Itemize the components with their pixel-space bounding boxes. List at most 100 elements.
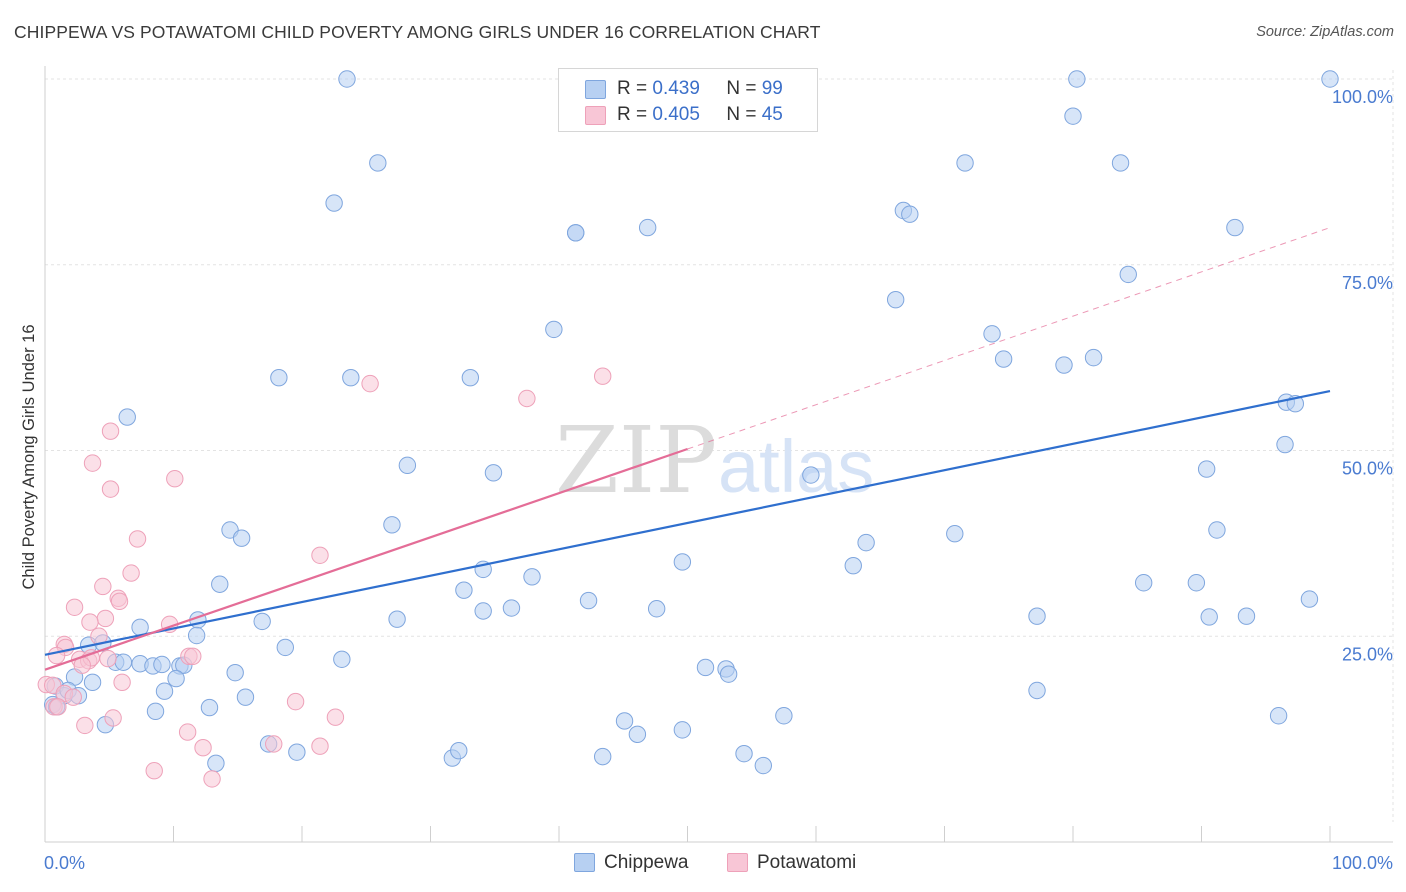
potawatomi-point [122,564,140,582]
potawatomi-point [128,530,147,548]
chippewa-point [187,626,206,645]
chippewa-point [388,610,406,628]
chippewa-point [545,320,563,339]
chippewa-point [83,673,102,692]
chippewa-point [647,600,666,618]
chippewa-point [1064,107,1082,125]
legend-r-value: 0.405 [652,104,700,125]
chippewa-point [236,688,255,706]
chippewa-point [253,612,271,631]
chippewa-point [696,658,715,677]
chippewa-point [579,591,598,610]
potawatomi-legend-label: Potawatomi [757,852,857,873]
potawatomi-point [49,698,67,716]
chippewa-point [628,725,647,744]
chippewa-point [474,602,492,620]
potawatomi-point [101,480,120,498]
legend-n-label: N = [726,78,757,99]
trend-lines [44,227,1331,671]
chippewa-point [1226,218,1244,237]
chippewa-point [1028,607,1046,625]
chippewa-point [946,525,964,543]
potawatomi-point [326,708,345,726]
chippewa-point [901,205,919,223]
chippewa-point [226,663,244,682]
potawatomi-point [361,374,379,393]
chippewa-point [775,707,793,725]
chippewa-point [1300,590,1319,608]
chart-title: CHIPPEWA VS POTAWATOMI CHILD POVERTY AMO… [14,22,821,42]
potawatomi-point [96,609,115,628]
potawatomi-points [37,367,612,788]
chippewa-point [886,290,905,309]
potawatomi-point [166,470,184,488]
potawatomi-point [194,739,212,757]
potawatomi-point [101,422,120,440]
chippewa-point [638,218,657,237]
chippewa-point [338,70,356,88]
potawatomi-point [64,688,82,706]
chippewa-point [567,224,585,242]
chippewa-point [1269,707,1288,725]
legend-n-value: 45 [761,104,783,125]
chippewa-point [1237,607,1256,625]
potawatomi-point [83,454,102,472]
chippewa-point [1055,356,1073,374]
chippewa-point [333,650,351,668]
potawatomi-point [265,735,283,753]
chippewa-point [450,741,468,760]
y-axis-tick-labels: 25.0% 50.0% 75.0% 100.0% [1332,87,1393,664]
chippewa-point [155,682,174,700]
chippewa-point [398,456,417,475]
potawatomi-point [104,709,122,727]
chippewa-point [1187,574,1206,592]
chippewa-point [342,368,360,387]
chippewa-point [523,568,541,586]
potawatomi-point [311,546,329,564]
potawatomi-point [81,613,99,631]
chippewa-point [1111,154,1130,172]
potawatomi-point [593,367,612,385]
chippewa-point [153,655,171,674]
potawatomi-point [113,673,131,692]
chippewa-point [114,653,133,671]
chippewa-point [276,638,294,657]
chippewa-point [118,408,136,426]
chippewa-point [200,698,219,717]
chippewa-point [207,754,225,773]
potawatomi-point [99,649,117,668]
chippewa-point [1200,608,1218,626]
chippewa-point [1134,574,1153,592]
chippewa-trend-line [44,389,1331,656]
chippewa-point [288,743,306,761]
potawatomi-point [47,646,66,665]
potawatomi-trend-line [44,447,688,671]
legend-r-value: 0.439 [652,78,700,99]
chippewa-point [383,516,401,534]
potawatomi-point [76,716,94,735]
y-tick-label: 25.0% [1342,644,1393,664]
watermark-atlas: atlas [718,425,874,508]
chippewa-point [754,756,773,775]
chippewa-point [167,669,185,688]
potawatomi-point [286,692,305,711]
chippewa-point [802,466,820,484]
x-tick-label-min: 0.0% [44,853,85,873]
chippewa-point [1276,435,1294,454]
chippewa-point [673,553,692,571]
potawatomi-point [94,577,112,596]
chippewa-point [1197,460,1216,478]
chippewa-point [146,702,165,720]
chippewa-point [1208,521,1226,539]
chippewa-point [615,712,634,730]
legend-n-label: N = [726,104,757,125]
source-credit: Source: ZipAtlas.com [1256,24,1394,40]
chippewa-point [983,325,1001,343]
chippewa-point [719,665,738,683]
chippewa-point [956,154,974,172]
chippewa-legend-swatch [574,853,595,872]
chippewa-point [461,368,480,387]
chippewa-point [857,533,875,552]
chippewa-point [502,599,521,617]
